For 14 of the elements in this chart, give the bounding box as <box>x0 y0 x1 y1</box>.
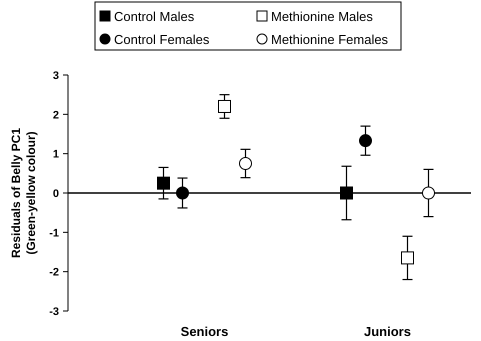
y-tick-label: -1 <box>49 227 59 240</box>
y-tick-label: 2 <box>52 109 59 122</box>
y-tick-label: -3 <box>49 306 59 318</box>
y-tick-label: 1 <box>52 148 59 161</box>
y-tick-label: 3 <box>52 70 59 82</box>
y-tick-label: -2 <box>49 266 59 279</box>
legend-label: Control Females <box>114 32 210 47</box>
x-tick-label: Seniors <box>180 324 228 339</box>
legend-label: Methionine Females <box>271 32 389 47</box>
legend-label: Control Males <box>114 9 195 24</box>
legend-label: Methionine Males <box>271 9 374 24</box>
x-tick-label: Juniors <box>364 324 411 339</box>
y-tick-label: 0 <box>52 188 59 200</box>
y-axis-title: Residuals of Belly PC1 (Green-yellow colour) <box>9 128 38 258</box>
